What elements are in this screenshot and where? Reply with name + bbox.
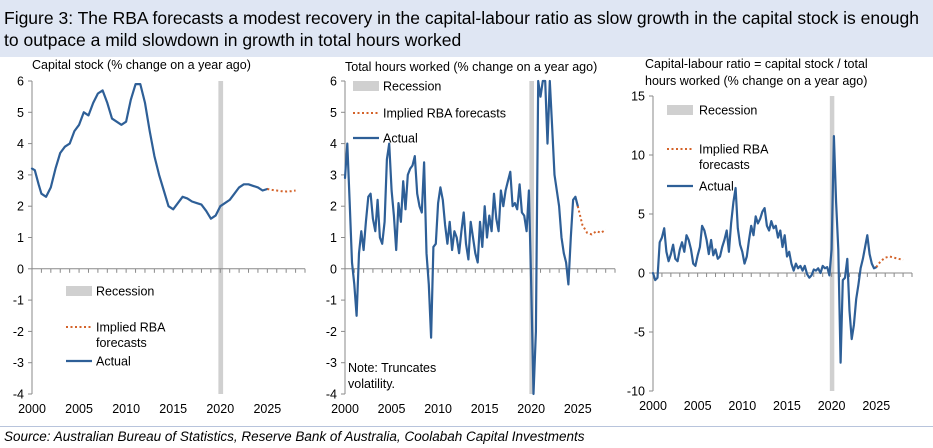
legend-actual-label: Actual bbox=[699, 180, 734, 194]
capital-stock-chart: Capital stock (% change on a year ago) -4… bbox=[13, 58, 306, 416]
y-tick-label: 10 bbox=[631, 149, 645, 163]
legend-recession-label: Recession bbox=[383, 80, 441, 94]
actual-series-line bbox=[343, 79, 579, 396]
recession-band bbox=[218, 81, 224, 394]
x-tick-label: 2005 bbox=[65, 402, 93, 416]
forecast-series-line bbox=[875, 255, 904, 268]
y-tick-label: 1 bbox=[17, 231, 24, 245]
legend-forecast-label-cont: forecasts bbox=[699, 158, 750, 172]
legend-recession-swatch bbox=[353, 81, 379, 91]
actual-series-line bbox=[30, 83, 269, 220]
x-tick-label: 2020 bbox=[818, 399, 846, 413]
actual-series-line bbox=[651, 134, 878, 364]
y-tick-label: 6 bbox=[330, 75, 337, 89]
x-tick-label: 2010 bbox=[112, 402, 140, 416]
y-tick-label: 2 bbox=[330, 200, 337, 214]
x-tick-label: 2015 bbox=[471, 402, 499, 416]
x-tick-label: 2015 bbox=[159, 402, 187, 416]
y-tick-label: 0 bbox=[17, 262, 24, 276]
forecast-series-line bbox=[267, 188, 296, 193]
y-tick-label: 0 bbox=[330, 262, 337, 276]
y-tick-label: -3 bbox=[326, 356, 337, 370]
legend-forecast-label: Implied RBA bbox=[96, 321, 166, 335]
forecast-series-line bbox=[576, 205, 607, 236]
x-tick-label: 2025 bbox=[862, 399, 890, 413]
y-tick-label: -2 bbox=[13, 325, 24, 339]
y-tick-label: 3 bbox=[17, 168, 24, 182]
y-tick-label: -3 bbox=[13, 356, 24, 370]
x-tick-label: 2025 bbox=[253, 402, 281, 416]
x-tick-label: 2010 bbox=[728, 399, 756, 413]
y-tick-label: 2 bbox=[17, 200, 24, 214]
y-tick-label: -1 bbox=[13, 294, 24, 308]
title-banner: Figure 3: The RBA forecasts a modest rec… bbox=[0, 0, 933, 57]
y-tick-label: -10 bbox=[627, 385, 645, 399]
y-tick-label: -4 bbox=[326, 388, 337, 402]
chart-title-line: hours worked (% change on a year ago) bbox=[645, 74, 867, 88]
legend-recession-label: Recession bbox=[96, 285, 154, 299]
y-tick-label: 3 bbox=[330, 168, 337, 182]
y-tick-label: 1 bbox=[330, 231, 337, 245]
legend-recession-swatch bbox=[667, 105, 693, 115]
y-tick-label: -4 bbox=[13, 388, 24, 402]
y-tick-label: 5 bbox=[638, 208, 645, 222]
x-tick-label: 2000 bbox=[639, 399, 667, 413]
legend-forecast-label: Implied RBA forecasts bbox=[383, 107, 506, 121]
x-tick-label: 2010 bbox=[424, 402, 452, 416]
legend-recession-swatch bbox=[66, 286, 92, 296]
x-tick-label: 2025 bbox=[564, 402, 592, 416]
chart-title: Capital stock (% change on a year ago) bbox=[32, 58, 251, 72]
y-tick-label: -5 bbox=[634, 326, 645, 340]
legend-forecast-label: Implied RBA bbox=[699, 143, 769, 157]
legend-actual-label: Actual bbox=[383, 132, 418, 146]
figure-title: Figure 3: The RBA forecasts a modest rec… bbox=[4, 8, 919, 50]
x-tick-label: 2000 bbox=[18, 402, 46, 416]
source-note: Source: Australian Bureau of Statistics,… bbox=[4, 429, 585, 444]
y-tick-label: 15 bbox=[631, 90, 645, 104]
y-tick-label: -2 bbox=[326, 325, 337, 339]
chart-title: Total hours worked (% change on a year a… bbox=[345, 60, 597, 74]
y-tick-label: 4 bbox=[17, 137, 24, 151]
x-tick-label: 2000 bbox=[331, 402, 359, 416]
x-tick-label: 2020 bbox=[517, 402, 545, 416]
chart-title-line: Capital-labour ratio = capital stock / t… bbox=[645, 57, 868, 71]
y-tick-label: 0 bbox=[638, 267, 645, 281]
x-tick-label: 2005 bbox=[684, 399, 712, 413]
footer-divider bbox=[0, 426, 933, 427]
chart-note: Note: Truncates bbox=[348, 361, 436, 375]
legend-forecast-label-cont: forecasts bbox=[96, 336, 147, 350]
x-tick-label: 2020 bbox=[206, 402, 234, 416]
y-tick-label: -1 bbox=[326, 294, 337, 308]
y-tick-label: 5 bbox=[330, 106, 337, 120]
x-tick-label: 2015 bbox=[773, 399, 801, 413]
legend-actual-label: Actual bbox=[96, 355, 131, 369]
y-tick-label: 6 bbox=[17, 75, 24, 89]
capital-labour-ratio-chart: Capital-labour ratio = capital stock / t… bbox=[627, 57, 913, 413]
y-tick-label: 5 bbox=[17, 106, 24, 120]
y-tick-label: 4 bbox=[330, 137, 337, 151]
hours-worked-chart: Total hours worked (% change on a year a… bbox=[326, 60, 616, 416]
recession-band bbox=[529, 81, 534, 394]
x-tick-label: 2005 bbox=[378, 402, 406, 416]
legend-recession-label: Recession bbox=[699, 104, 757, 118]
chart-note-cont: volatility. bbox=[348, 377, 395, 391]
